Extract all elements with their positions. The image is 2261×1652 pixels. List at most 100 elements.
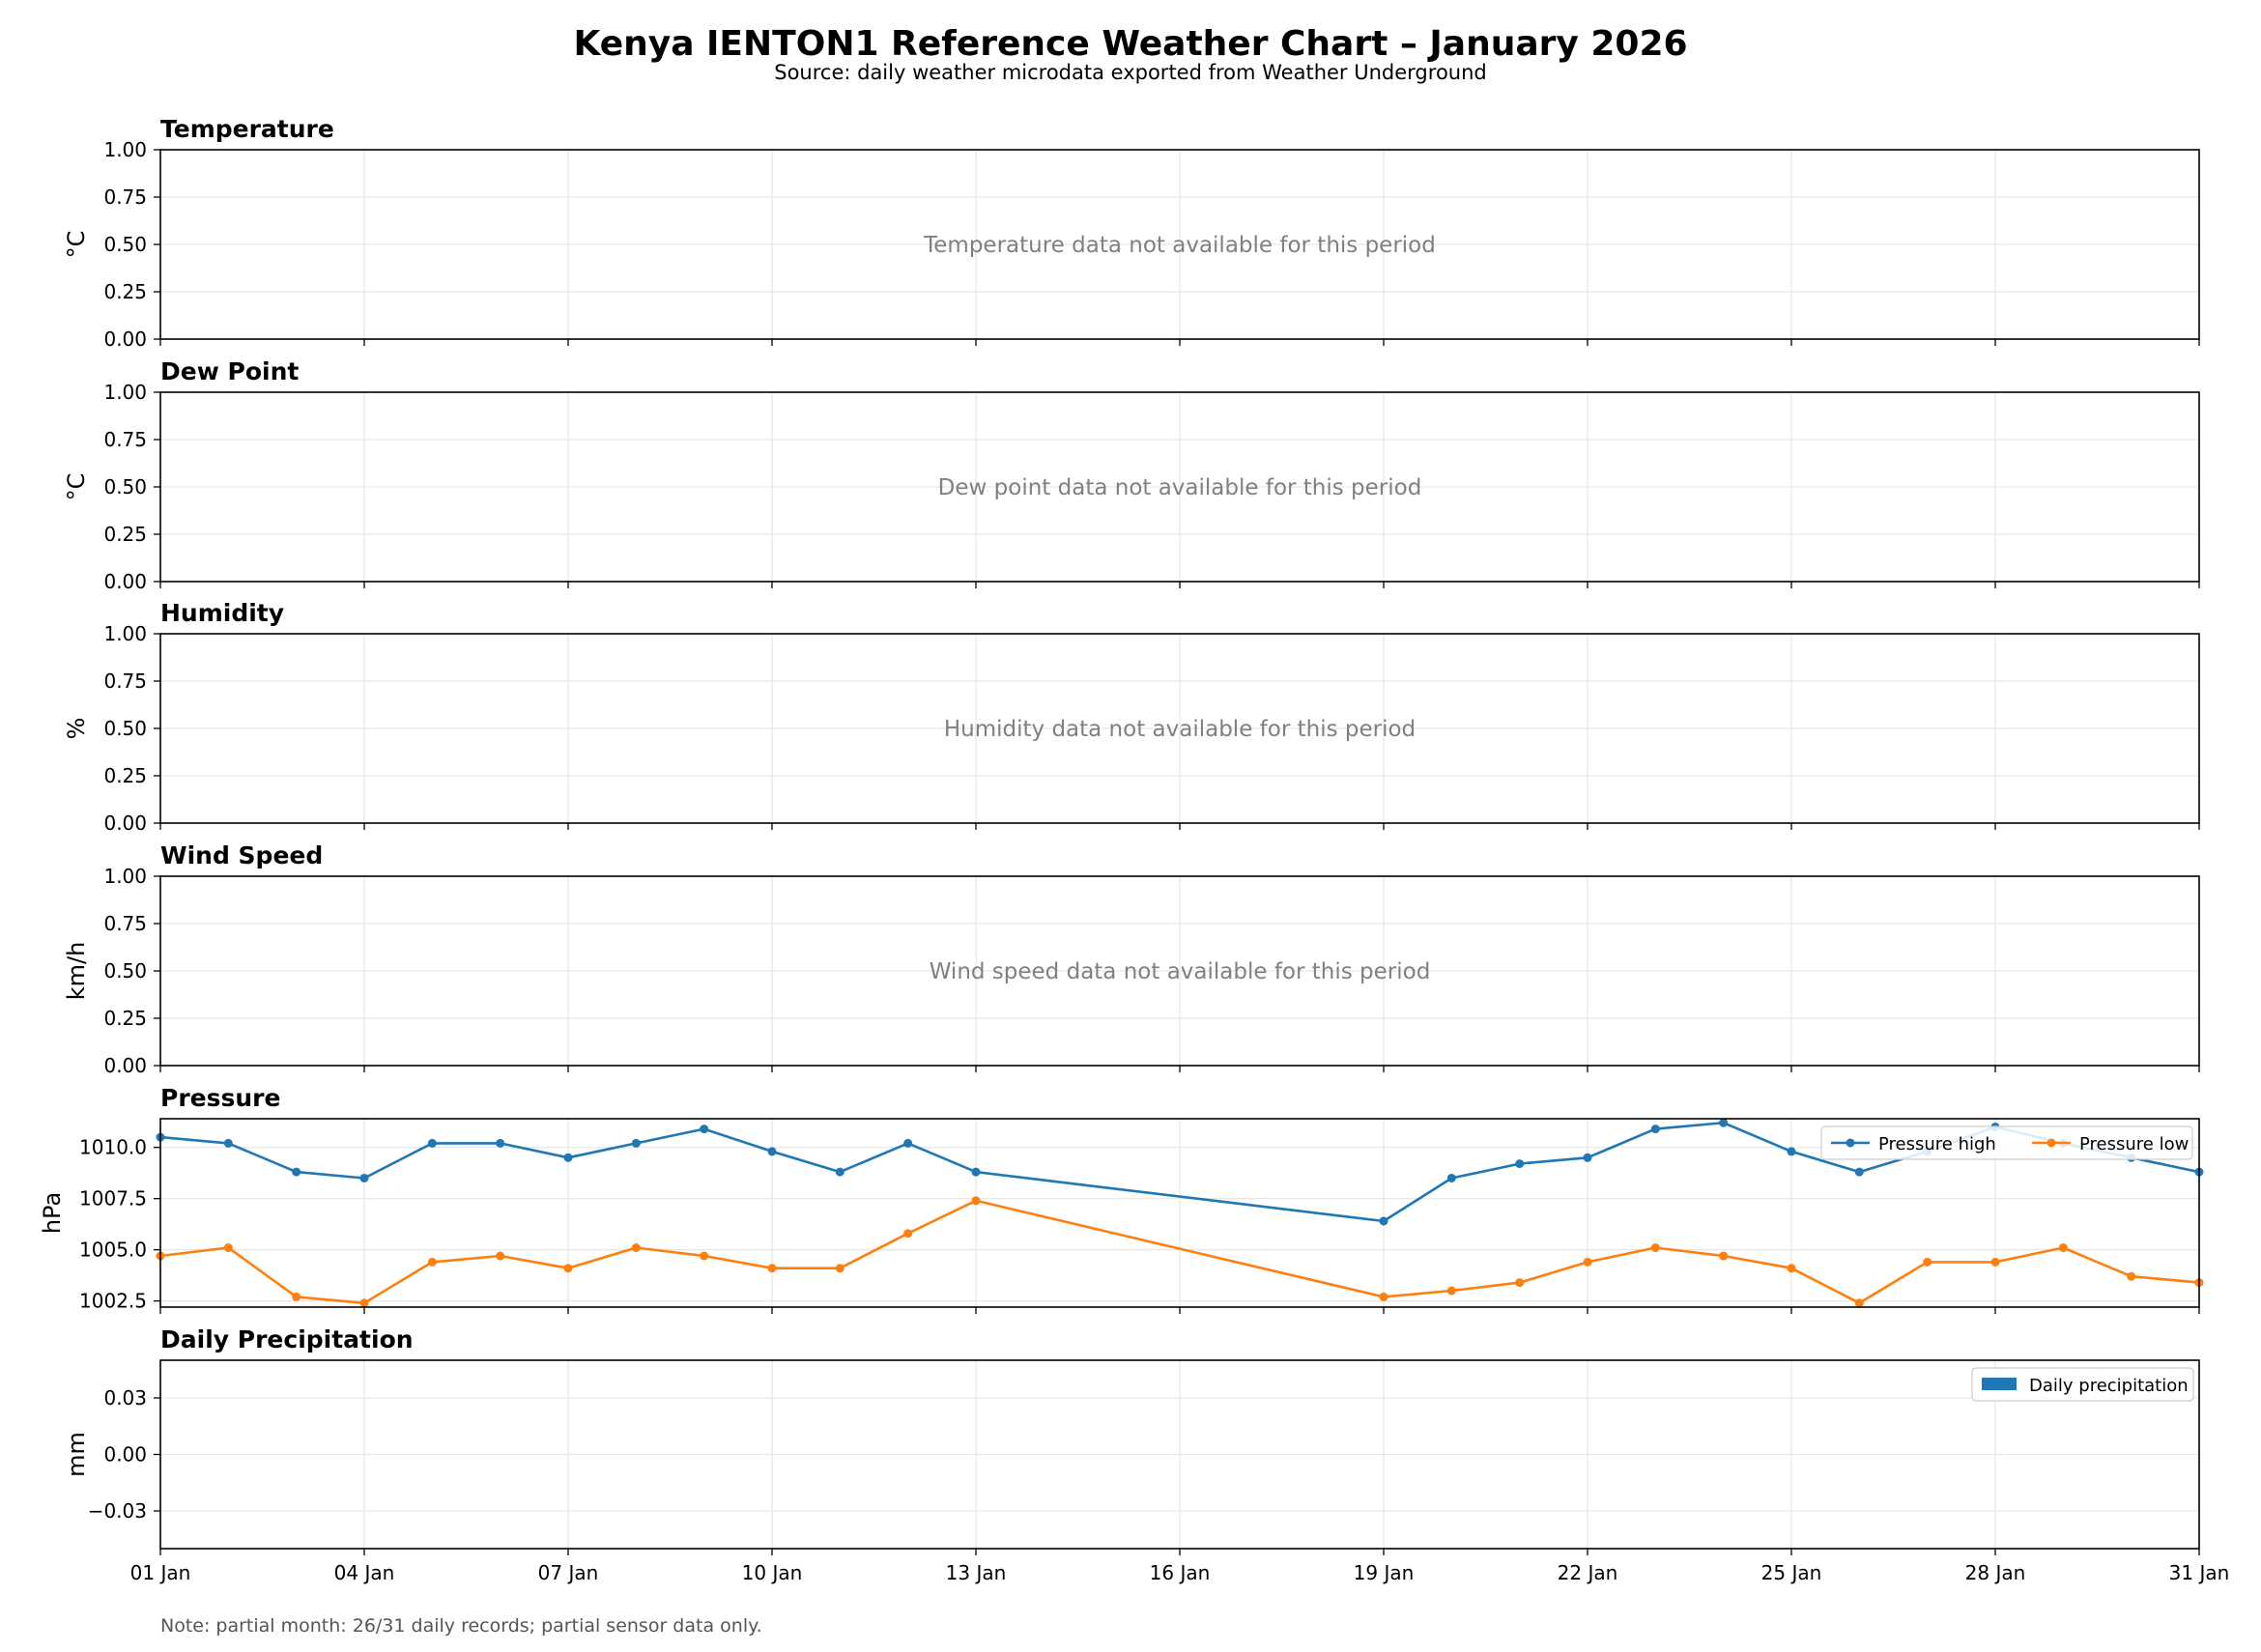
x-tick-label: 01 Jan xyxy=(130,1561,191,1584)
x-tick-label: 13 Jan xyxy=(946,1561,1007,1584)
y-tick-label: 1.00 xyxy=(103,138,147,161)
y-tick-label: 0.00 xyxy=(103,812,147,835)
panel-title: Humidity xyxy=(160,599,284,627)
x-tick-label: 16 Jan xyxy=(1150,1561,1211,1584)
plot-frame xyxy=(159,149,2200,340)
legend-box xyxy=(1820,1125,2193,1160)
data-point xyxy=(767,1264,777,1273)
y-tick-label: 1007.5 xyxy=(79,1187,147,1211)
data-point xyxy=(835,1167,844,1177)
legend-marker xyxy=(1846,1138,1855,1148)
data-point xyxy=(292,1167,301,1177)
y-axis-label: % xyxy=(63,718,90,740)
data-point xyxy=(1583,1257,1592,1267)
y-axis-label: °C xyxy=(63,231,90,259)
data-point xyxy=(223,1138,233,1148)
y-tick-label: 0.75 xyxy=(103,912,147,935)
data-point xyxy=(700,1251,709,1261)
data-point xyxy=(292,1292,301,1301)
data-point xyxy=(1515,1278,1525,1288)
data-point xyxy=(496,1138,505,1148)
data-point xyxy=(1515,1159,1525,1169)
legend-label: Pressure low xyxy=(2079,1134,2189,1154)
data-point xyxy=(767,1147,777,1156)
y-tick-label: 0.25 xyxy=(103,764,147,787)
y-tick-label: 1005.0 xyxy=(79,1239,147,1262)
plot-frame xyxy=(159,875,2200,1067)
panel-dew-point: 0.00 0.25 0.50 0.75 1.00 Dew Point °C Dew point… xyxy=(63,357,2200,593)
x-tick-label: 22 Jan xyxy=(1558,1561,1618,1584)
panel-title: Wind Speed xyxy=(160,841,323,869)
data-point xyxy=(1719,1118,1729,1127)
panel-pressure: 1002.5 1005.0 1007.5 1010.0 Pressure hPa Press… xyxy=(39,1084,2204,1314)
y-tick-label: 0.75 xyxy=(103,185,147,209)
plot-frame xyxy=(159,1359,2200,1550)
x-tick-label: 04 Jan xyxy=(334,1561,395,1584)
y-tick-label: 0.00 xyxy=(103,570,147,593)
x-tick-label: 25 Jan xyxy=(1761,1561,1822,1584)
data-point xyxy=(2127,1271,2136,1281)
panel-wind-speed: 0.00 0.25 0.50 0.75 1.00 Wind Speed km/h Wind s… xyxy=(63,841,2200,1077)
plot-frame xyxy=(159,391,2200,583)
data-point xyxy=(359,1173,369,1182)
data-point xyxy=(563,1264,573,1273)
y-tick-label: 1010.0 xyxy=(79,1136,147,1159)
no-data-message: Dew point data not available for this pe… xyxy=(938,475,1422,500)
no-data-message: Wind speed data not available for this p… xyxy=(930,959,1431,984)
data-point xyxy=(563,1153,573,1162)
x-tick-label: 31 Jan xyxy=(2169,1561,2230,1584)
x-tick-label: 07 Jan xyxy=(538,1561,599,1584)
panel-humidity: 0.00 0.25 0.50 0.75 1.00 Humidity% Humidity da… xyxy=(63,599,2200,835)
series-line xyxy=(159,1199,2200,1305)
y-tick-label: 0.00 xyxy=(103,1443,147,1467)
legend-marker xyxy=(2046,1138,2056,1148)
x-tick-label: 28 Jan xyxy=(1965,1561,2026,1584)
panel-title: Temperature xyxy=(160,115,334,143)
data-point xyxy=(971,1196,981,1206)
panel-title: Daily Precipitation xyxy=(160,1325,414,1353)
y-tick-label: 1.00 xyxy=(103,622,147,645)
data-point xyxy=(903,1229,913,1239)
data-point xyxy=(1379,1216,1388,1226)
data-point xyxy=(1990,1257,2000,1267)
data-point xyxy=(359,1298,369,1308)
legend: Daily precipitation xyxy=(1971,1367,2194,1402)
plot-frame xyxy=(159,633,2200,824)
data-point xyxy=(1446,1173,1456,1182)
y-tick-label: 1002.5 xyxy=(79,1290,147,1313)
y-tick-label: 0.25 xyxy=(103,523,147,546)
y-tick-label: 0.50 xyxy=(103,717,147,740)
y-axis-label: hPa xyxy=(39,1192,66,1234)
chart-panels: 0.00 0.25 0.50 0.75 1.00 Temperature °C Tempera… xyxy=(39,115,2229,1584)
data-point xyxy=(2058,1243,2068,1253)
data-point xyxy=(1854,1298,1864,1308)
y-tick-label: 0.00 xyxy=(103,1054,147,1077)
y-tick-label: −0.03 xyxy=(88,1499,147,1523)
y-tick-label: 1.00 xyxy=(103,865,147,888)
chart-title: Kenya IENTON1 Reference Weather Chart – … xyxy=(573,24,1687,64)
data-point xyxy=(1379,1292,1388,1301)
x-tick-label: 10 Jan xyxy=(742,1561,803,1584)
data-point xyxy=(496,1251,505,1261)
panel-title: Pressure xyxy=(160,1084,280,1112)
footnote: Note: partial month: 26/31 daily records… xyxy=(160,1615,762,1637)
y-tick-label: 0.75 xyxy=(103,428,147,451)
data-point xyxy=(1923,1257,1932,1267)
y-tick-label: 0.25 xyxy=(103,1007,147,1030)
data-point xyxy=(1583,1153,1592,1162)
data-point xyxy=(1446,1286,1456,1296)
no-data-message: Humidity data not available for this per… xyxy=(944,717,1416,742)
data-point xyxy=(631,1138,641,1148)
y-tick-label: 0.03 xyxy=(103,1386,147,1410)
data-point xyxy=(1719,1251,1729,1261)
legend-label: Daily precipitation xyxy=(2029,1376,2189,1396)
y-axis-label: °C xyxy=(63,473,90,501)
data-point xyxy=(427,1138,437,1148)
data-point xyxy=(1787,1147,1796,1156)
legend-box xyxy=(1971,1367,2194,1402)
data-point xyxy=(903,1138,913,1148)
data-point xyxy=(700,1125,709,1134)
data-point xyxy=(631,1243,641,1253)
plot-frame xyxy=(159,1118,2200,1308)
data-point xyxy=(1650,1125,1660,1134)
